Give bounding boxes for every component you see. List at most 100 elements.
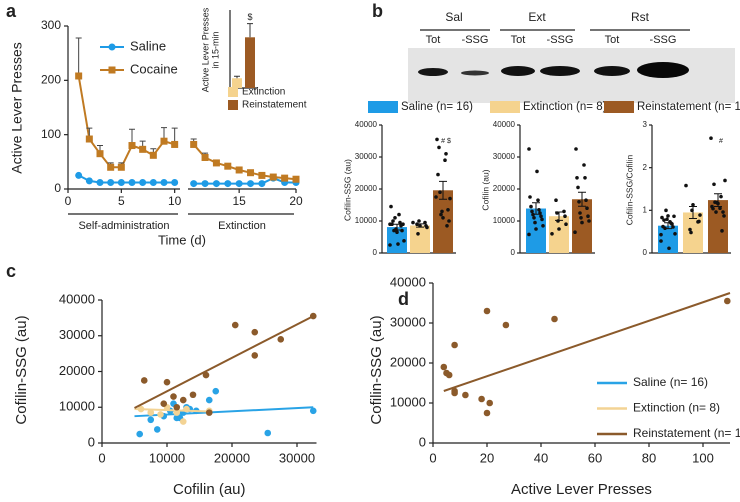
x-tick-label: 80 (642, 450, 656, 465)
data-point (579, 216, 583, 220)
x-axis-label: Active Lever Presses (511, 481, 652, 498)
series-line (77, 75, 175, 169)
data-point (163, 378, 171, 386)
marker (107, 178, 115, 186)
y-tick-label: 40000 (390, 274, 426, 289)
marker (212, 180, 220, 188)
marker (75, 171, 83, 179)
error-bar (416, 223, 424, 228)
y-tick-label: 10000 (59, 399, 95, 414)
legend-swatch (604, 101, 634, 113)
series-line (78, 174, 175, 184)
marker (107, 163, 115, 171)
data-point (557, 227, 561, 231)
marker (139, 145, 147, 153)
error-bar (664, 222, 672, 230)
data-point (451, 341, 458, 349)
y-tick-label: 20000 (355, 184, 378, 193)
inset-legend-label: Reinstatement (242, 100, 307, 111)
legend-label: Saline (n= 16) (633, 375, 708, 389)
y-tick-label: 10000 (390, 394, 426, 409)
phase-label: Self-administration (78, 220, 169, 232)
data-point (671, 225, 675, 229)
inset-y-label: in 15-min (210, 31, 220, 68)
data-point (179, 418, 187, 425)
data-point (388, 243, 392, 247)
bar (549, 216, 569, 253)
data-point (718, 206, 722, 210)
data-point (527, 147, 531, 151)
data-point (672, 214, 676, 219)
legend-swatch (368, 101, 398, 113)
data-point (713, 200, 717, 205)
marker (85, 177, 93, 185)
data-point (721, 210, 725, 214)
marker (247, 180, 255, 188)
bar (708, 200, 728, 253)
y-tick-label: 0 (373, 248, 378, 257)
data-point (251, 328, 259, 336)
data-point (205, 396, 213, 404)
data-point (446, 208, 450, 212)
data-point (173, 403, 181, 411)
y-tick-label: 200 (41, 73, 61, 87)
y-tick-label: 0 (419, 434, 426, 449)
marker (224, 180, 232, 188)
data-point (231, 321, 239, 329)
y-axis-label: Active Lever Presses (9, 42, 25, 174)
data-point (564, 222, 568, 226)
x-tick-label: 20000 (214, 450, 250, 465)
marker (75, 72, 83, 80)
data-point (660, 215, 664, 220)
y-tick-label: 40000 (355, 120, 378, 129)
data-point (575, 176, 579, 180)
error-bar (75, 37, 82, 76)
error-bar (714, 193, 722, 207)
marker (117, 163, 125, 171)
marker (128, 178, 136, 186)
marker (171, 140, 179, 148)
phase-label: Extinction (218, 220, 266, 232)
data-point (395, 230, 399, 234)
error-bar (555, 211, 563, 221)
data-point (212, 387, 220, 395)
blot-lane: -SSG (650, 34, 677, 46)
y-tick-label: 0 (643, 248, 648, 257)
data-point (170, 393, 177, 400)
data-point (416, 232, 420, 236)
marker (160, 137, 168, 145)
marker (235, 180, 243, 188)
data-point (580, 220, 584, 225)
data-point (277, 336, 285, 343)
data-point (434, 195, 438, 199)
marker (139, 178, 147, 186)
data-point (527, 232, 531, 237)
data-point (659, 239, 663, 243)
data-point (528, 195, 532, 199)
series-line (192, 143, 297, 181)
marker (281, 174, 289, 182)
blot-lane: -SSG (462, 34, 489, 46)
inset-y-label: Active Lever Presses (200, 7, 210, 92)
data-point (576, 185, 580, 190)
data-point (534, 227, 538, 231)
x-tick-label: 5 (118, 194, 125, 208)
data-point (462, 391, 469, 399)
blot-group: Ext (528, 10, 546, 24)
data-point (554, 198, 558, 202)
series-line (193, 177, 296, 185)
inset-error (247, 23, 253, 38)
marker (224, 162, 232, 170)
y-tick-label: 20000 (390, 354, 426, 369)
y-tick-label: 300 (41, 18, 61, 32)
data-point (411, 220, 415, 225)
x-axis-label: Time (d) (158, 232, 206, 247)
data-point (436, 172, 440, 177)
data-point (530, 209, 534, 214)
data-point (662, 218, 666, 222)
data-point (536, 198, 540, 202)
blot-lane: Tot (511, 34, 526, 46)
data-point (666, 214, 670, 218)
x-tick-label: 30000 (279, 450, 315, 465)
